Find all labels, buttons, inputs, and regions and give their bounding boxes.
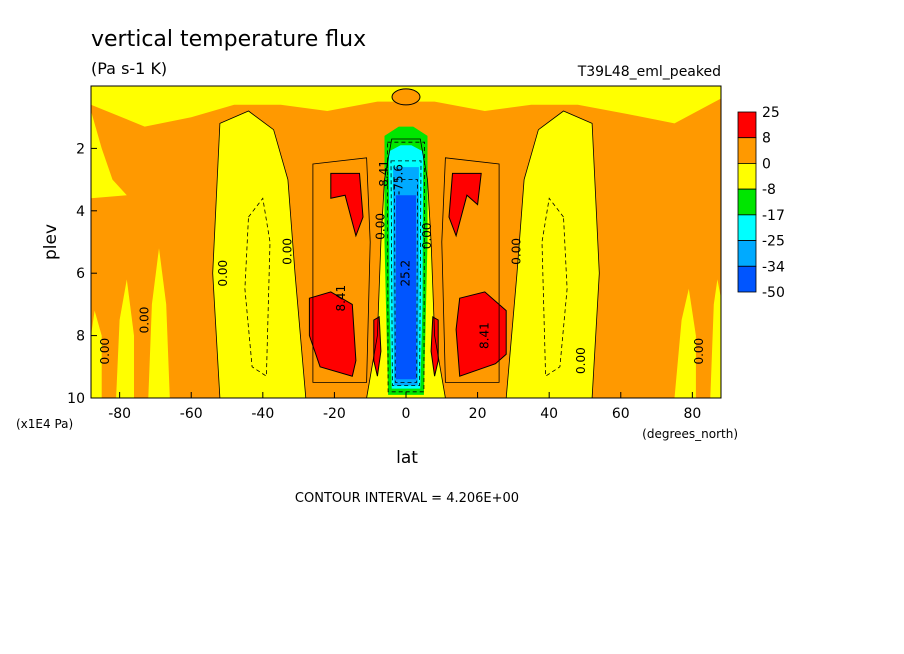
contour-label: 8.41	[477, 322, 491, 349]
contour-line	[391, 88, 421, 106]
colorbar-label: -50	[762, 285, 785, 301]
field-region	[212, 111, 306, 398]
contour-label: -75.6	[391, 164, 405, 195]
contour-lines	[212, 88, 600, 399]
contour-line	[373, 316, 382, 377]
contour-line	[394, 179, 418, 383]
contour-label: 0.00	[692, 338, 706, 365]
contour-interval-text: CONTOUR INTERVAL = 4.206E+00	[295, 491, 519, 506]
x-tick-label: -40	[251, 406, 274, 422]
field-region	[116, 279, 134, 398]
contour-line	[212, 110, 307, 399]
y-tick-label: 8	[76, 329, 85, 345]
contour-line	[455, 291, 507, 377]
field-region	[309, 291, 356, 377]
colorbar-swatch	[737, 188, 757, 216]
y-tick-label: 4	[76, 204, 85, 220]
contour-label: 0.00	[374, 213, 388, 240]
colorbar-label: -17	[762, 208, 785, 224]
contour-label: 0.00	[281, 238, 295, 265]
y-tick-label: 10	[67, 391, 85, 407]
contour-label: 8.41	[334, 285, 348, 312]
field-region	[396, 195, 416, 380]
colorbar-swatch	[737, 265, 757, 293]
dataset-label: T39L48_eml_peaked	[577, 64, 721, 80]
colorbar-swatch	[737, 214, 757, 241]
contour-line	[330, 172, 364, 238]
contour-line	[541, 197, 568, 377]
x-tick-label: 60	[612, 406, 630, 422]
contour-label: 0.00	[216, 260, 230, 287]
field-region	[449, 173, 482, 236]
contour-line	[441, 157, 500, 383]
contour-label: 25.2	[399, 260, 413, 287]
x-tick-label: -20	[323, 406, 346, 422]
field-region	[506, 111, 600, 398]
contour-line	[390, 160, 422, 386]
colorbar-label: -8	[762, 182, 776, 198]
y-axis: 2 4 6 8 10	[67, 141, 97, 407]
contour-line	[448, 172, 482, 238]
contour-labels: 0.00 0.00 0.00 0.00 0.00 0.00 0.00 0.00 0.00 8.41…	[98, 160, 706, 374]
colorbar-swatch	[737, 137, 757, 164]
field-region	[91, 310, 102, 398]
x-tick-label: -80	[108, 406, 131, 422]
y-tick-label: 6	[76, 266, 85, 282]
x-tick-label: 20	[469, 406, 487, 422]
colorbar-label: -25	[762, 234, 785, 250]
colorbar-label: 0	[762, 156, 771, 172]
y-axis-label: plev	[41, 224, 61, 260]
chart-title: vertical temperature flux	[91, 27, 366, 52]
contour-line	[244, 197, 271, 377]
contour-fields	[91, 86, 721, 398]
contour-label: 0.00	[137, 307, 151, 334]
x-axis: -80 -60 -40 -20 0 20 40 60 80	[108, 392, 701, 422]
contour-label: 0.00	[420, 222, 434, 249]
contour-label: 8.41	[377, 160, 391, 187]
x-tick-label: 0	[402, 406, 411, 422]
field-region	[710, 279, 721, 398]
contour-label: 0.00	[98, 338, 112, 365]
x-tick-label: 40	[540, 406, 558, 422]
y-tick-label: 2	[76, 141, 85, 157]
contour-line	[430, 316, 439, 377]
field-region	[91, 111, 127, 199]
y-units-label: (x1E4 Pa)	[16, 417, 73, 431]
colorbar-swatch	[737, 111, 757, 139]
field-region	[91, 86, 721, 127]
x-units-label: (degrees_north)	[642, 427, 738, 441]
colorbar-swatch	[737, 240, 757, 267]
colorbar-label: 25	[762, 105, 780, 121]
x-tick-label: 80	[683, 406, 701, 422]
contour-label: 0.00	[574, 347, 588, 374]
field-region	[148, 248, 170, 398]
x-axis-label: lat	[396, 448, 418, 468]
x-tick-label: -60	[180, 406, 203, 422]
field-region	[674, 288, 696, 398]
units-label: (Pa s-1 K)	[91, 59, 167, 78]
field-region	[456, 291, 507, 377]
field-region	[330, 173, 363, 236]
contour-line	[308, 291, 357, 377]
colorbar-label: 8	[762, 131, 771, 147]
colorbar-label: -34	[762, 259, 785, 275]
contour-line	[505, 110, 600, 399]
contour-label: 0.00	[510, 238, 524, 265]
contour-line	[386, 141, 426, 393]
colorbar-swatch	[737, 163, 757, 190]
colorbar: 25 8 0 -8 -17 -25 -34 -50	[737, 105, 785, 301]
